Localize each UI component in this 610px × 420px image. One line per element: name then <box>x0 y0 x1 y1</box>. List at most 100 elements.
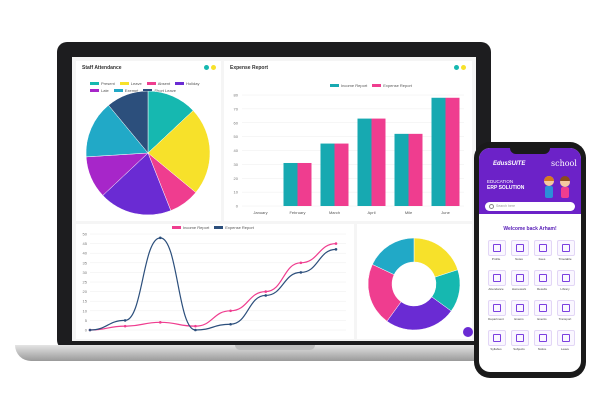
feature-transport-icon[interactable] <box>557 300 575 316</box>
data-point[interactable] <box>334 248 338 251</box>
bar[interactable] <box>320 143 335 206</box>
feature-label: Homework <box>511 287 527 291</box>
header-line2: ERP SOLUTION <box>487 185 525 191</box>
legend-item[interactable]: Absent <box>146 81 171 86</box>
legend-item[interactable]: Income Report <box>172 225 209 230</box>
laptop-base <box>15 345 535 361</box>
feature-label: Department <box>488 317 504 321</box>
legend-item[interactable]: Present <box>90 81 115 86</box>
feature-profile-icon[interactable] <box>488 240 506 256</box>
pie-slice[interactable] <box>108 91 149 154</box>
feature-department-icon[interactable] <box>488 300 506 316</box>
feature-label: Results <box>536 287 547 291</box>
data-point[interactable] <box>158 321 162 324</box>
legend-item[interactable]: Holiday <box>175 81 200 86</box>
bar[interactable] <box>334 143 349 206</box>
legend-swatch <box>113 89 123 92</box>
pie-slice[interactable] <box>147 110 211 193</box>
bar[interactable] <box>431 97 446 206</box>
bar[interactable] <box>408 133 423 206</box>
legend-label: Holiday <box>186 81 200 86</box>
bar[interactable] <box>297 162 312 206</box>
data-point[interactable] <box>334 242 338 245</box>
feature-label: Leave <box>560 347 570 351</box>
data-point[interactable] <box>158 236 162 240</box>
legend-item[interactable]: Leave <box>119 81 142 86</box>
feature-timetable-icon[interactable] <box>557 240 575 256</box>
y-tick-label: 50 <box>234 134 239 139</box>
bar[interactable] <box>283 162 298 206</box>
data-point[interactable] <box>88 328 92 332</box>
bar[interactable] <box>357 118 372 206</box>
feature-label: Profile <box>491 257 501 261</box>
feature-notice-icon[interactable] <box>534 330 552 346</box>
pie-slice[interactable] <box>102 152 172 216</box>
legend-swatch <box>330 84 339 87</box>
y-tick-label: 30 <box>234 162 239 167</box>
legend-label: Absent <box>157 81 171 86</box>
feature-label: Notice <box>537 347 547 351</box>
feature-leave-icon[interactable] <box>557 330 575 346</box>
feature-attendance-icon[interactable] <box>488 270 506 286</box>
legend-swatch <box>146 82 156 85</box>
legend-item[interactable]: Exempt <box>113 88 139 93</box>
pie-slice[interactable] <box>413 237 459 278</box>
legend-label: Expense Report <box>383 83 412 88</box>
bar[interactable] <box>371 118 386 206</box>
y-tick-label: 60 <box>234 120 239 125</box>
x-tick-label: April <box>367 210 375 215</box>
data-point[interactable] <box>229 322 232 326</box>
x-tick-label: Mile <box>405 210 413 215</box>
panel-dot-icon <box>461 65 466 70</box>
pie-slice[interactable] <box>85 104 149 158</box>
pie-slice[interactable] <box>372 237 415 275</box>
data-point[interactable] <box>299 271 303 274</box>
legend-item[interactable]: Expense Report <box>214 225 254 230</box>
data-point[interactable] <box>194 328 197 332</box>
legend-item[interactable]: Expense Report <box>372 83 412 88</box>
feature-exams-icon[interactable] <box>511 300 529 316</box>
data-point[interactable] <box>229 309 232 313</box>
attendance-legend: Present Leave Absent Holiday Late Exempt Short… <box>90 81 218 93</box>
feature-notes-icon[interactable] <box>511 240 529 256</box>
legend-item[interactable]: Income Report <box>330 83 367 88</box>
feature-label: Subjects <box>513 347 525 351</box>
legend-swatch <box>175 82 185 85</box>
bar[interactable] <box>394 133 409 206</box>
legend-label: Exempt <box>124 88 139 93</box>
feature-fees-icon[interactable] <box>534 240 552 256</box>
expense-legend: Income Report Expense Report <box>330 83 412 88</box>
y-tick-label: 20 <box>234 176 239 181</box>
donut-chart <box>367 237 461 331</box>
y-tick-label: 40 <box>83 251 88 256</box>
data-point[interactable] <box>123 324 127 328</box>
y-tick-label: 20 <box>83 289 88 294</box>
feature-library-icon[interactable] <box>557 270 575 286</box>
data-point[interactable] <box>299 261 303 265</box>
welcome-text: Welcome back Arham! <box>503 226 557 232</box>
legend-swatch <box>143 89 153 92</box>
search-bar[interactable]: Search here <box>485 202 575 211</box>
y-tick-label: 0 <box>236 204 239 209</box>
y-tick-label: 80 <box>234 93 239 98</box>
y-tick-label: 10 <box>83 308 88 313</box>
data-point[interactable] <box>194 324 197 328</box>
feature-syllabus-icon[interactable] <box>488 330 506 346</box>
feature-homework-icon[interactable] <box>511 270 529 286</box>
chat-icon[interactable] <box>463 327 473 337</box>
line-chart: 0 5 10 15 20 25 30 35 40 45 50 <box>83 232 346 333</box>
data-point[interactable] <box>264 290 268 293</box>
bar[interactable] <box>445 97 460 206</box>
data-point[interactable] <box>264 294 268 297</box>
x-tick-label: February <box>289 210 305 215</box>
feature-subjects-icon[interactable] <box>511 330 529 346</box>
legend-item[interactable]: Late <box>90 88 109 93</box>
series-line[interactable] <box>89 237 337 331</box>
legend-label: Income Report <box>183 225 210 230</box>
data-point[interactable] <box>123 319 127 322</box>
feature-results-icon[interactable] <box>534 270 552 286</box>
legend-item[interactable]: Short Leave <box>143 88 176 93</box>
feature-events-icon[interactable] <box>534 300 552 316</box>
series-line[interactable] <box>89 243 337 331</box>
x-tick-label: June <box>441 210 450 215</box>
